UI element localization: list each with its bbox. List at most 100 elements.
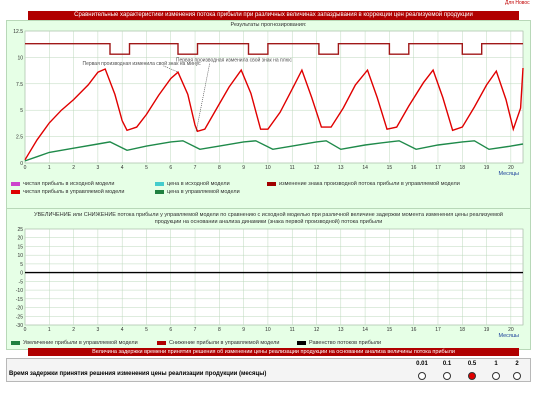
y-tick-label: -10 xyxy=(16,288,23,294)
comparison-panel-title: УВЕЛИЧЕНИЕ или СНИЖЕНИЕ потока прибыли у… xyxy=(34,212,503,225)
x-tick-label: 6 xyxy=(169,327,172,333)
plot-area xyxy=(24,228,524,326)
x-tick-label: 20 xyxy=(508,327,514,333)
page-title: Сравнительные характеристики изменения п… xyxy=(28,11,519,20)
delay-radio-1[interactable] xyxy=(492,372,500,380)
x-tick-label: 3 xyxy=(96,327,99,333)
x-tick-label: 7 xyxy=(194,327,197,333)
delay-option-label: 0.1 xyxy=(442,361,452,367)
x-tick-label: 7 xyxy=(194,165,197,171)
x-tick-label: 11 xyxy=(290,165,295,171)
legend-item-sign-change: изменение знака производной потока прибы… xyxy=(267,181,460,187)
x-tick-label: 6 xyxy=(169,165,172,171)
x-tick-label: 15 xyxy=(387,165,393,171)
legend-swatch-profit-base xyxy=(11,181,20,186)
x-tick-label: 16 xyxy=(411,327,417,333)
y-tick-label: 10 xyxy=(17,55,23,61)
x-tick-label: 5 xyxy=(145,165,148,171)
y-tick-label: -30 xyxy=(16,323,23,329)
x-tick-label: 9 xyxy=(242,327,245,333)
x-tick-label: 4 xyxy=(121,327,124,333)
legend-label: чистая прибыль в исходной модели xyxy=(23,181,115,187)
x-axis-label: Месяцы xyxy=(498,171,519,177)
x-tick-label: 20 xyxy=(508,165,514,171)
series-line xyxy=(24,140,524,162)
x-tick-label: 15 xyxy=(387,327,393,333)
y-tick-label: -20 xyxy=(16,306,23,312)
comparison-panel: УВЕЛИЧЕНИЕ или СНИЖЕНИЕ потока прибыли у… xyxy=(6,208,531,350)
y-tick-label: 20 xyxy=(17,236,23,242)
legend-item-decrease: Снижение прибыли в управляемой модели xyxy=(157,340,279,346)
delay-option-label: 2 xyxy=(515,361,519,367)
x-tick-label: 18 xyxy=(459,327,465,333)
x-tick-label: 17 xyxy=(435,327,441,333)
x-tick-label: 8 xyxy=(218,327,221,333)
legend-item-price-base: цена в исходной модели xyxy=(155,181,230,187)
legend-swatch-sign-change xyxy=(267,181,276,186)
delay-option-label: 0.01 xyxy=(416,361,428,367)
x-tick-label: 12 xyxy=(314,165,320,171)
legend-swatch-profit-managed xyxy=(11,189,20,194)
delay-radio-0.1[interactable] xyxy=(443,372,451,380)
x-tick-label: 17 xyxy=(435,165,441,171)
x-tick-label: 18 xyxy=(459,165,465,171)
legend-swatch-price-base xyxy=(155,181,164,186)
y-tick-label: 12.5 xyxy=(13,29,23,35)
x-tick-label: 2 xyxy=(72,165,75,171)
forecast-panel: Результаты прогнозирования: 0 2.5 5 7.5 10 12… xyxy=(6,20,531,210)
delay-header: Величина задержки времени принятия решен… xyxy=(28,348,519,356)
legend-item-price-managed: цена в управляемой модели xyxy=(155,189,240,195)
delay-radio-2[interactable] xyxy=(513,372,521,380)
x-tick-label: 19 xyxy=(484,165,490,171)
legend-label: цена в исходной модели xyxy=(167,181,230,187)
legend-label: чистая прибыль в управляемой модели xyxy=(23,189,125,195)
x-axis-label: Месяцы xyxy=(498,333,519,337)
x-tick-label: 0 xyxy=(24,327,27,333)
delay-radio-0.5[interactable] xyxy=(468,372,476,380)
y-tick-label: 5 xyxy=(20,108,23,114)
x-tick-label: 14 xyxy=(362,165,368,171)
legend-swatch-increase xyxy=(11,340,20,345)
x-tick-label: 14 xyxy=(362,327,368,333)
annotation-pointer xyxy=(195,63,210,132)
legend-label: Увеличение прибыли в управляемой модели xyxy=(23,340,138,346)
y-tick-label: -15 xyxy=(16,297,23,303)
x-tick-label: 4 xyxy=(121,165,124,171)
legend-item-increase: Увеличение прибыли в управляемой модели xyxy=(11,340,138,346)
y-tick-label: 15 xyxy=(17,244,23,250)
y-tick-label: 2.5 xyxy=(16,135,23,141)
x-tick-label: 1 xyxy=(48,165,51,171)
y-tick-label: 10 xyxy=(17,253,23,259)
y-tick-label: 0 xyxy=(20,161,23,167)
x-tick-label: 9 xyxy=(242,165,245,171)
legend-swatch-price-managed xyxy=(155,189,164,194)
legend-label: Равенство потоков прибыли xyxy=(309,340,382,346)
series-line xyxy=(25,43,523,55)
x-tick-label: 10 xyxy=(265,165,271,171)
x-tick-label: 3 xyxy=(96,165,99,171)
forecast-panel-title: Результаты прогнозирования: xyxy=(230,22,307,28)
annotation-pointer xyxy=(163,65,179,73)
legend-label: цена в управляемой модели xyxy=(167,189,240,195)
y-tick-label: 7.5 xyxy=(16,82,23,88)
y-tick-label: 5 xyxy=(20,262,23,268)
x-tick-label: 8 xyxy=(218,165,221,171)
series-line xyxy=(24,67,524,161)
delay-radio-0.01[interactable] xyxy=(418,372,426,380)
legend-item-profit-base: чистая прибыль в исходной модели xyxy=(11,181,114,187)
delay-selector: Время задержки принятия решения изменени… xyxy=(6,358,531,382)
y-tick-label: 25 xyxy=(17,227,23,233)
legend-label: изменение знака производной потока прибы… xyxy=(279,181,460,187)
annotation-minus: Первая производная изменила свой знак на… xyxy=(83,60,202,67)
y-tick-label: -5 xyxy=(19,279,24,285)
y-tick-label: 0 xyxy=(20,271,23,277)
x-tick-label: 12 xyxy=(314,327,320,333)
top-link[interactable]: Для Новос xyxy=(505,0,530,6)
delay-option-label: 1 xyxy=(494,361,498,367)
y-tick-label: -25 xyxy=(16,314,23,320)
delay-option-label: 0.5 xyxy=(467,361,477,367)
x-tick-label: 0 xyxy=(24,165,27,171)
delay-label: Время задержки принятия решения изменени… xyxy=(9,371,267,377)
